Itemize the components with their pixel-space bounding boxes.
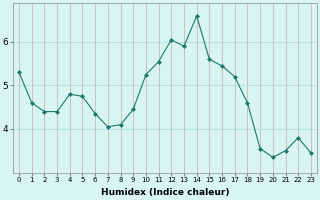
X-axis label: Humidex (Indice chaleur): Humidex (Indice chaleur) xyxy=(101,188,229,197)
